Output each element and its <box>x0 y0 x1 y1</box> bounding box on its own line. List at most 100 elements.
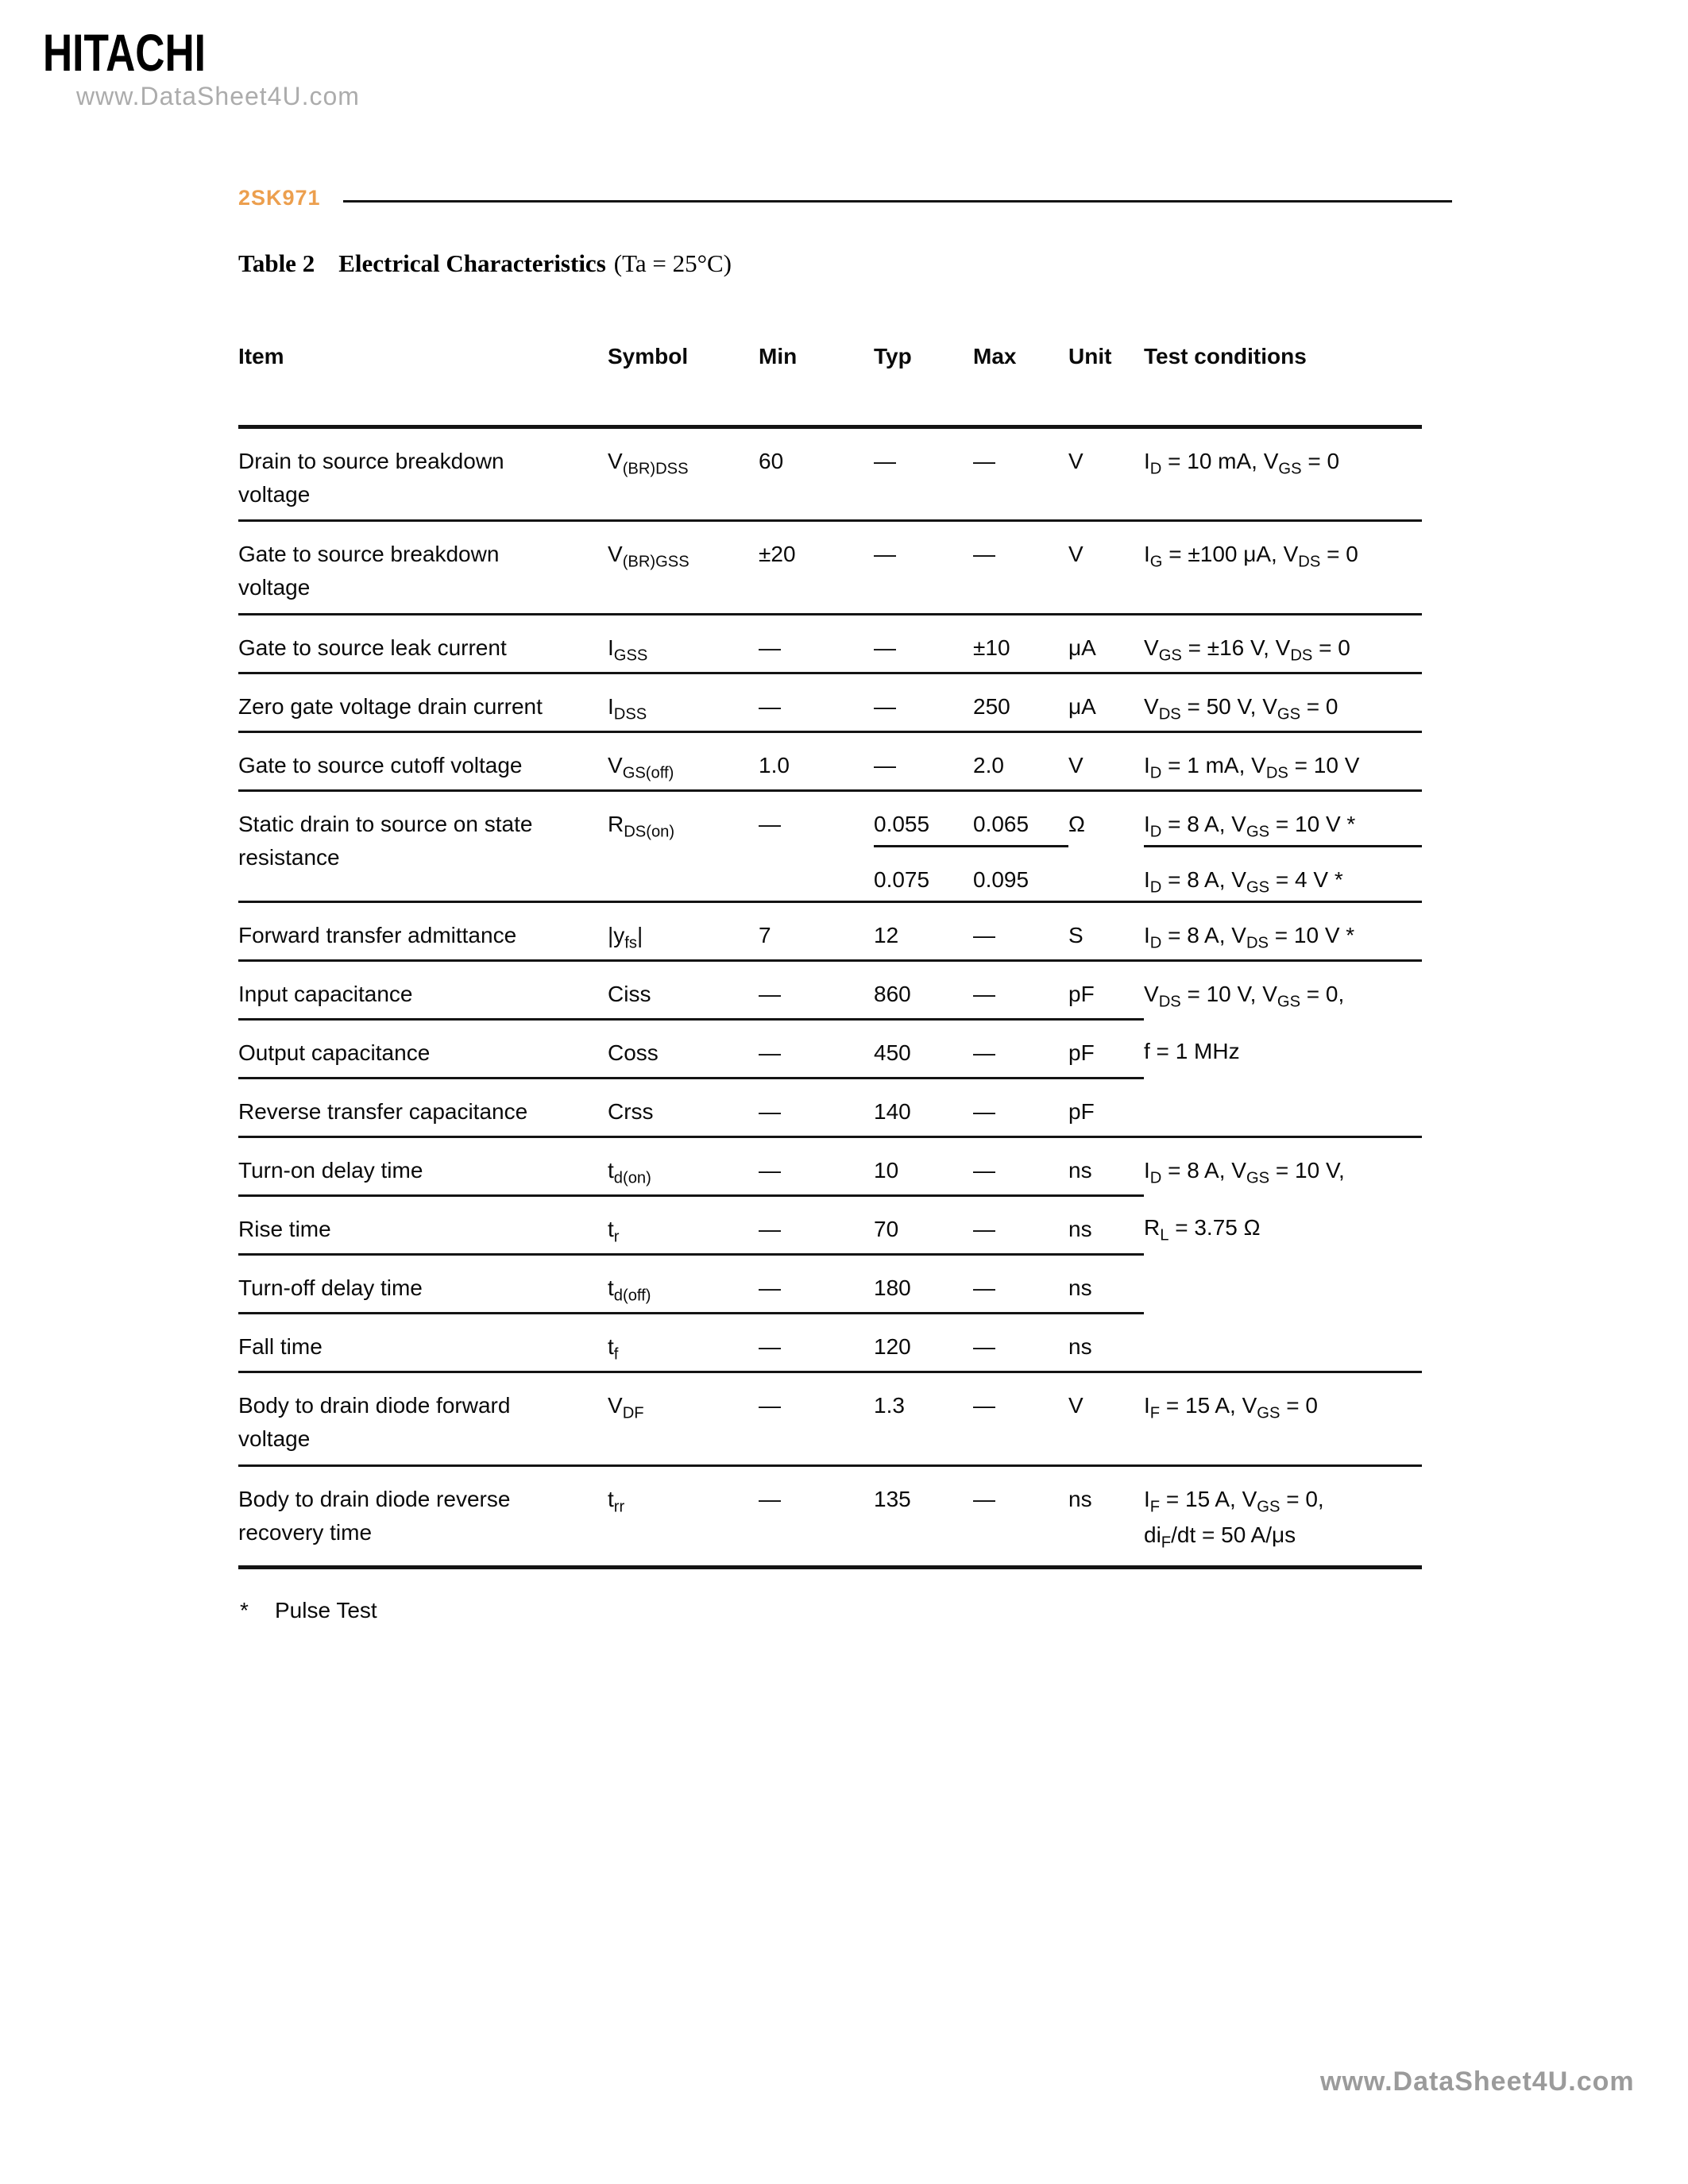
footnote-marker: * <box>240 1598 249 1623</box>
unit-cell: pF <box>1068 960 1144 1021</box>
table-row: Turn-off delay time td(off) — 180 — ns <box>238 1254 1422 1314</box>
min-cell: — <box>759 1078 874 1138</box>
table-row: Fall time tf — 120 — ns <box>238 1313 1422 1373</box>
item-cell: Static drain to source on state resistan… <box>238 790 608 903</box>
unit-cell: V <box>1068 520 1144 615</box>
table-title: Table 2 Electrical Characteristics (Ta = 2… <box>238 249 732 278</box>
table-row: Gate to source breakdown voltage V(BR)GS… <box>238 520 1422 615</box>
typ-cell: 0.075 <box>874 846 973 903</box>
max-cell: — <box>973 901 1068 962</box>
col-header-max: Max <box>973 318 1068 429</box>
test-conditions-cell: IF = 15 A, VGS = 0 <box>1144 1372 1422 1467</box>
max-cell: — <box>973 1254 1068 1314</box>
max-cell: — <box>973 1078 1068 1138</box>
min-cell: — <box>759 1465 874 1569</box>
symbol-cell: td(on) <box>608 1136 759 1197</box>
max-cell: — <box>973 520 1068 615</box>
min-cell: 1.0 <box>759 731 874 792</box>
min-cell: — <box>759 614 874 674</box>
unit-cell: S <box>1068 901 1144 962</box>
min-cell: — <box>759 960 874 1021</box>
test-conditions-cell: IF = 15 A, VGS = 0, diF/dt = 50 A/μs <box>1144 1465 1422 1569</box>
unit-cell: ns <box>1068 1254 1144 1314</box>
unit-cell: V <box>1068 426 1144 522</box>
symbol-cell: VGS(off) <box>608 731 759 792</box>
min-cell: — <box>759 1313 874 1373</box>
table-row: Turn-on delay time td(on) — 10 — ns ID =… <box>238 1136 1422 1197</box>
item-cell: Fall time <box>238 1313 608 1373</box>
unit-cell: ns <box>1068 1136 1144 1197</box>
typ-cell: 860 <box>874 960 973 1021</box>
max-cell: — <box>973 1465 1068 1569</box>
col-header-min: Min <box>759 318 874 429</box>
item-cell: Gate to source breakdown voltage <box>238 520 608 615</box>
typ-cell: 10 <box>874 1136 973 1197</box>
min-cell: — <box>759 1195 874 1256</box>
test-conditions-cell: ID = 8 A, VGS = 10 V * <box>1144 790 1422 847</box>
typ-cell: — <box>874 614 973 674</box>
item-cell: Zero gate voltage drain current <box>238 673 608 733</box>
table-subrow: 0.075 0.095 ID = 8 A, VGS = 4 V * <box>238 846 1422 903</box>
test-conditions-cell: RL = 3.75 Ω <box>1144 1215 1261 1244</box>
min-cell: — <box>759 1372 874 1467</box>
typ-cell: — <box>874 673 973 733</box>
test-conditions-cell: VGS = ±16 V, VDS = 0 <box>1144 614 1422 674</box>
item-cell: Turn-off delay time <box>238 1254 608 1314</box>
item-cell: Input capacitance <box>238 960 608 1021</box>
symbol-cell: V(BR)DSS <box>608 426 759 522</box>
typ-cell: 180 <box>874 1254 973 1314</box>
col-header-item: Item <box>238 318 608 429</box>
item-cell: Gate to source leak current <box>238 614 608 674</box>
item-cell: Output capacitance <box>238 1019 608 1079</box>
unit-cell: ns <box>1068 1195 1144 1256</box>
item-cell: Body to drain diode reverse recovery tim… <box>238 1465 608 1569</box>
item-cell: Rise time <box>238 1195 608 1256</box>
symbol-cell: tr <box>608 1195 759 1256</box>
max-cell: — <box>973 1195 1068 1256</box>
test-conditions-cell <box>1144 1254 1422 1313</box>
typ-cell: 70 <box>874 1195 973 1256</box>
min-cell: ±20 <box>759 520 874 615</box>
hitachi-logo: HITACHI <box>43 23 206 82</box>
test-conditions-cell: ID = 8 A, VGS = 4 V * <box>1144 846 1422 903</box>
table-row: Rise time tr — 70 — ns RL = 3.75 Ω <box>238 1195 1422 1256</box>
watermark-bottom: www.DataSheet4U.com <box>1320 2066 1635 2097</box>
min-cell: 60 <box>759 426 874 522</box>
test-conditions-cell <box>1144 1313 1422 1373</box>
symbol-cell: tf <box>608 1313 759 1373</box>
test-conditions-cell: VDS = 10 V, VGS = 0, <box>1144 981 1345 1010</box>
watermark-top: www.DataSheet4U.com <box>76 82 360 110</box>
min-cell: — <box>759 1136 874 1197</box>
test-conditions-cell: VDS = 50 V, VGS = 0 <box>1144 673 1422 733</box>
max-cell: 0.065 <box>973 790 1068 847</box>
min-cell: — <box>759 1254 874 1314</box>
test-conditions-cell <box>1144 1078 1422 1138</box>
typ-cell: — <box>874 426 973 522</box>
test-conditions-cell: ID = 1 mA, VDS = 10 V <box>1144 731 1422 792</box>
max-cell: 0.095 <box>973 846 1068 903</box>
symbol-cell: Crss <box>608 1078 759 1138</box>
test-conditions-cell: IG = ±100 μA, VDS = 0 <box>1144 520 1422 615</box>
min-cell: — <box>759 673 874 733</box>
test-conditions-cell: ID = 10 mA, VGS = 0 <box>1144 426 1422 522</box>
symbol-cell: |yfs| <box>608 901 759 962</box>
symbol-cell: trr <box>608 1465 759 1569</box>
unit-cell: pF <box>1068 1078 1144 1138</box>
symbol-cell: IDSS <box>608 673 759 733</box>
col-header-test-conditions: Test conditions <box>1144 318 1422 429</box>
electrical-characteristics-table: Item Symbol Min Typ Max Unit Test condit… <box>238 318 1422 1569</box>
item-cell: Reverse transfer capacitance <box>238 1078 608 1138</box>
typ-cell: 0.055 <box>874 790 973 847</box>
symbol-cell: V(BR)GSS <box>608 520 759 615</box>
table-row: Reverse transfer capacitance Crss — 140 … <box>238 1078 1422 1138</box>
min-cell: — <box>759 790 874 903</box>
unit-cell: pF <box>1068 1019 1144 1079</box>
col-header-typ: Typ <box>874 318 973 429</box>
table-row: Gate to source cutoff voltage VGS(off) 1… <box>238 731 1422 792</box>
max-cell: — <box>973 1136 1068 1197</box>
unit-cell: Ω <box>1068 790 1144 903</box>
max-cell: 2.0 <box>973 731 1068 792</box>
max-cell: — <box>973 960 1068 1021</box>
typ-cell: 12 <box>874 901 973 962</box>
